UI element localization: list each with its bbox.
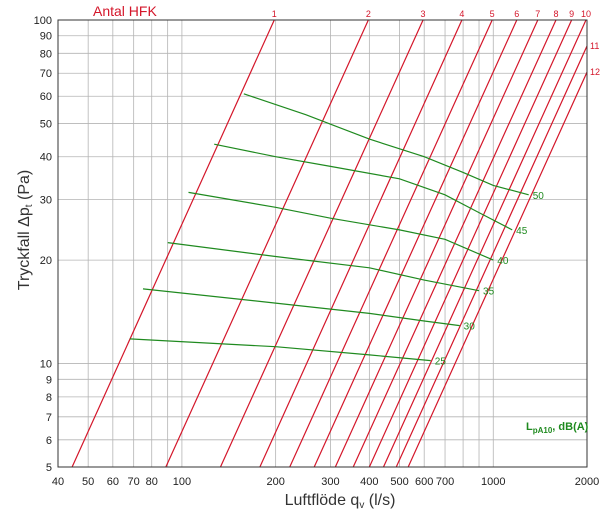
sound-curve-40 xyxy=(188,191,494,261)
sound-label-25: 25 xyxy=(435,357,447,368)
sound-curve-45 xyxy=(214,143,513,231)
y-tick-label: 10 xyxy=(40,359,52,371)
sound-level-unit-subscript: pA10 xyxy=(533,426,553,435)
x-tick-label: 700 xyxy=(436,476,454,488)
hfk-label-7: 7 xyxy=(535,9,540,19)
x-tick-label: 600 xyxy=(415,476,433,488)
hfk-label-4: 4 xyxy=(459,9,464,19)
hfk-label-5: 5 xyxy=(490,9,495,19)
x-tick-label: 50 xyxy=(82,476,94,488)
hfk-line-3 xyxy=(219,20,424,467)
plot-background xyxy=(58,20,587,467)
x-tick-label: 500 xyxy=(390,476,408,488)
x-axis-title-subscript: v xyxy=(359,500,364,511)
x-tick-label: 40 xyxy=(52,476,64,488)
y-axis-title-unit: (Pa) xyxy=(16,170,33,205)
y-tick-label: 30 xyxy=(40,195,52,207)
y-tick-label: 50 xyxy=(40,118,52,130)
y-tick-label: 100 xyxy=(34,15,52,27)
hfk-line-2 xyxy=(165,20,369,467)
x-tick-label: 60 xyxy=(107,476,119,488)
sound-label-30: 30 xyxy=(464,322,476,333)
hfk-label-2: 2 xyxy=(366,9,371,19)
y-tick-label: 70 xyxy=(40,68,52,80)
x-tick-label: 100 xyxy=(173,476,191,488)
y-tick-label: 8 xyxy=(46,392,52,404)
x-axis-ticks: 40 50 60 70 80 100 200 300 400 500 600 700 1000 2000 xyxy=(52,476,599,488)
x-tick-label: 1000 xyxy=(481,476,505,488)
hfk-line-11 xyxy=(395,45,587,467)
x-tick-label: 300 xyxy=(321,476,339,488)
y-axis-title: Tryckfall Δpt (Pa) xyxy=(16,170,35,290)
y-tick-label: 60 xyxy=(40,91,52,103)
hfk-label-1: 1 xyxy=(272,9,277,19)
hfk-line-6 xyxy=(313,20,518,467)
sound-label-45: 45 xyxy=(516,226,528,237)
chart-title: Antal HFK xyxy=(93,3,157,19)
hfk-count-lines xyxy=(71,20,587,467)
y-tick-label: 9 xyxy=(46,374,52,386)
y-axis-title-main: Tryckfall Δp xyxy=(16,207,33,290)
x-tick-label: 400 xyxy=(360,476,378,488)
sound-level-unit-main: L xyxy=(526,421,533,433)
hfk-line-7 xyxy=(334,20,539,467)
sound-curve-35 xyxy=(167,242,480,292)
hfk-label-11: 11 xyxy=(590,41,599,51)
x-tick-label: 80 xyxy=(146,476,158,488)
sound-curve-25 xyxy=(129,338,431,362)
sound-label-35: 35 xyxy=(483,287,495,298)
sound-level-labels: 50 45 40 35 30 25 xyxy=(435,191,545,368)
y-tick-label: 5 xyxy=(46,462,52,474)
x-tick-label: 70 xyxy=(128,476,140,488)
hfk-label-3: 3 xyxy=(421,9,426,19)
y-tick-label: 20 xyxy=(40,255,52,267)
hfk-label-10: 10 xyxy=(581,9,591,19)
hfk-label-6: 6 xyxy=(514,9,519,19)
x-tick-label: 200 xyxy=(266,476,284,488)
hfk-line-12 xyxy=(407,71,587,467)
sound-level-curves xyxy=(129,93,529,362)
grid-lines xyxy=(57,19,588,468)
y-axis-ticks: 5 6 7 8 9 10 20 30 40 50 60 70 80 90 100 xyxy=(34,15,52,474)
hfk-line-9 xyxy=(368,20,573,467)
hfk-label-9: 9 xyxy=(569,9,574,19)
y-tick-label: 40 xyxy=(40,152,52,164)
sound-label-40: 40 xyxy=(497,256,509,267)
hfk-line-5 xyxy=(289,20,493,467)
y-tick-label: 6 xyxy=(46,435,52,447)
sound-label-50: 50 xyxy=(533,191,545,202)
y-tick-label: 7 xyxy=(46,412,52,424)
hfk-line-4 xyxy=(259,20,463,467)
x-axis-title: Luftflöde qv (l/s) xyxy=(285,492,396,511)
sound-level-unit-note: LpA10, dB(A) xyxy=(526,421,589,435)
sound-level-unit-rest: , dB(A) xyxy=(552,421,588,433)
x-tick-label: 2000 xyxy=(575,476,599,488)
hfk-label-8: 8 xyxy=(553,9,558,19)
x-axis-title-main: Luftflöde q xyxy=(285,492,360,509)
sound-curve-30 xyxy=(142,288,460,327)
plot-frame xyxy=(57,19,588,468)
y-tick-label: 80 xyxy=(40,48,52,60)
hfk-line-10 xyxy=(382,20,587,467)
hfk-label-12: 12 xyxy=(590,67,600,77)
y-tick-label: 90 xyxy=(40,31,52,43)
sound-curve-50 xyxy=(243,93,529,196)
x-axis-title-unit: (l/s) xyxy=(364,492,395,509)
y-axis-title-subscript: t xyxy=(24,204,35,207)
